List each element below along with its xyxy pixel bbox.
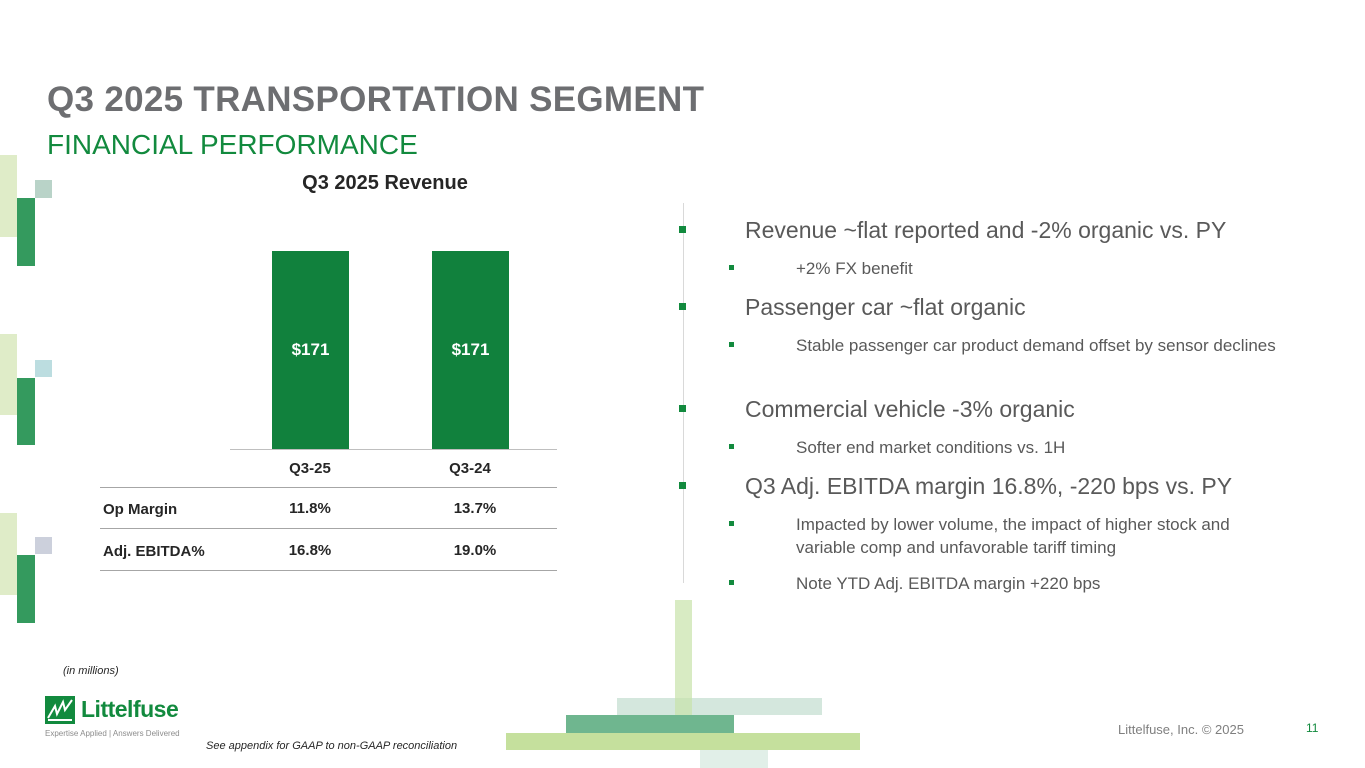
bullet-icon <box>729 580 734 585</box>
bullet-icon <box>729 265 734 270</box>
sub-bullet-item: Note YTD Adj. EBITDA margin +220 bps <box>729 572 1282 595</box>
units-note: (in millions) <box>63 665 119 677</box>
page-title: Q3 2025 TRANSPORTATION SEGMENT <box>47 80 705 119</box>
table-cell: 11.8% <box>289 500 331 517</box>
table-cell: 13.7% <box>453 500 497 517</box>
appendix-note: See appendix for GAAP to non-GAAP reconc… <box>206 740 458 752</box>
bullet-icon <box>679 482 686 489</box>
bullet-item: Q3 Adj. EBITDA margin 16.8%, -220 bps vs… <box>679 473 1232 500</box>
bar-value-label: $171 <box>291 340 330 359</box>
table-divider <box>100 570 557 571</box>
sub-bullet-item: +2% FX benefit <box>729 257 1282 280</box>
bullet-item: Revenue ~flat reported and -2% organic v… <box>679 217 1226 244</box>
chart-title: Q3 2025 Revenue <box>302 172 468 194</box>
bullet-icon <box>679 303 686 310</box>
bullet-icon <box>679 405 686 412</box>
row-label-op-margin: Op Margin <box>103 501 178 518</box>
vertical-divider <box>683 203 684 583</box>
row-label-adj-ebitda: Adj. EBITDA% <box>103 543 205 560</box>
copyright: Littelfuse, Inc. © 2025 <box>1118 722 1244 737</box>
revenue-bar: $171 <box>272 251 349 449</box>
revenue-bar: $171 <box>432 251 509 449</box>
bullet-icon <box>729 342 734 347</box>
littelfuse-logo: Littelfuse Expertise Applied | Answers D… <box>45 696 180 738</box>
bullet-icon <box>729 521 734 526</box>
bar-value-label: $171 <box>451 340 490 359</box>
category-label: Q3-25 <box>289 460 331 477</box>
table-cell: 16.8% <box>288 542 332 559</box>
table-divider <box>100 528 557 529</box>
table-divider <box>100 487 557 488</box>
sub-bullet-item: Softer end market conditions vs. 1H <box>729 436 1282 459</box>
sub-bullet-item: Stable passenger car product demand offs… <box>729 334 1282 357</box>
page-number: 11 <box>1306 721 1319 735</box>
category-label: Q3-24 <box>449 460 491 477</box>
bullet-item: Commercial vehicle -3% organic <box>679 396 1075 423</box>
bullet-icon <box>729 444 734 449</box>
bullet-item: Passenger car ~flat organic <box>679 294 1026 321</box>
logo-icon <box>45 696 75 724</box>
chart-axis <box>230 449 557 450</box>
page-subtitle: FINANCIAL PERFORMANCE <box>47 129 418 160</box>
bullet-icon <box>679 226 686 233</box>
sub-bullet-item: Impacted by lower volume, the impact of … <box>729 513 1282 559</box>
table-cell: 19.0% <box>453 542 497 559</box>
